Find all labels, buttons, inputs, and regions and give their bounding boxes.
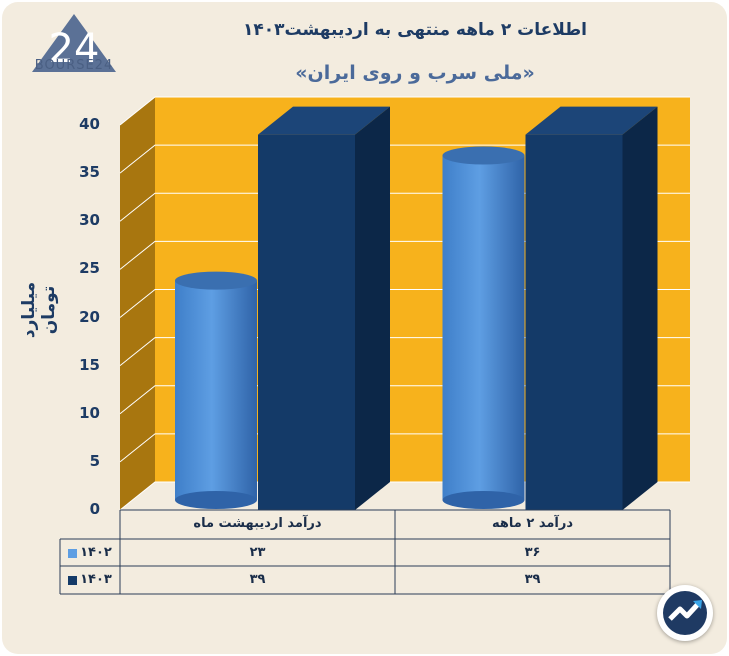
y-tick-label: 40 bbox=[79, 115, 100, 133]
category-label: درآمد ۲ ماهه bbox=[492, 516, 573, 531]
chart-title: اطلاعات ۲ ماهه منتهی به اردیبهشت۱۴۰۳ bbox=[242, 20, 588, 40]
bourse24-logo: 24 bbox=[32, 14, 116, 72]
y-tick-label: 0 bbox=[89, 500, 100, 518]
y-tick-label: 10 bbox=[79, 403, 100, 422]
legend-label: ۱۴۰۳ bbox=[80, 572, 112, 587]
y-tick-label: 15 bbox=[79, 355, 100, 374]
y-tick-label: 20 bbox=[79, 307, 100, 326]
legend-label: ۱۴۰۲ bbox=[80, 545, 112, 560]
y-tick-label: 5 bbox=[89, 451, 100, 470]
trend-arrow-icon bbox=[663, 591, 707, 635]
data-value-label: ۳۹ bbox=[524, 572, 541, 587]
y-tick-label: 30 bbox=[79, 211, 100, 230]
data-value-label: ۳۶ bbox=[524, 545, 541, 560]
bar-1403 bbox=[258, 106, 390, 510]
gridline bbox=[119, 96, 690, 126]
y-axis-label: میلیارد تومان bbox=[19, 281, 59, 339]
bar-1402 bbox=[442, 146, 525, 509]
gridline bbox=[119, 144, 690, 174]
legend-swatch bbox=[68, 549, 77, 558]
y-tick-label: 35 bbox=[79, 163, 100, 182]
y-tick-label: 25 bbox=[79, 259, 100, 278]
svg-text:24: 24 bbox=[49, 26, 100, 72]
legend-swatch bbox=[68, 576, 77, 585]
bar-1403 bbox=[525, 106, 658, 510]
logo-text: BOURSE24 bbox=[34, 58, 114, 73]
chart-subtitle: «ملی سرب و روی ایران» bbox=[295, 62, 535, 84]
category-label: درآمد اردیبهشت ماه bbox=[193, 516, 322, 531]
trend-badge-button[interactable] bbox=[657, 585, 713, 641]
bar-1402 bbox=[175, 271, 257, 509]
data-value-label: ۳۹ bbox=[249, 572, 266, 587]
data-value-label: ۲۳ bbox=[249, 545, 266, 560]
